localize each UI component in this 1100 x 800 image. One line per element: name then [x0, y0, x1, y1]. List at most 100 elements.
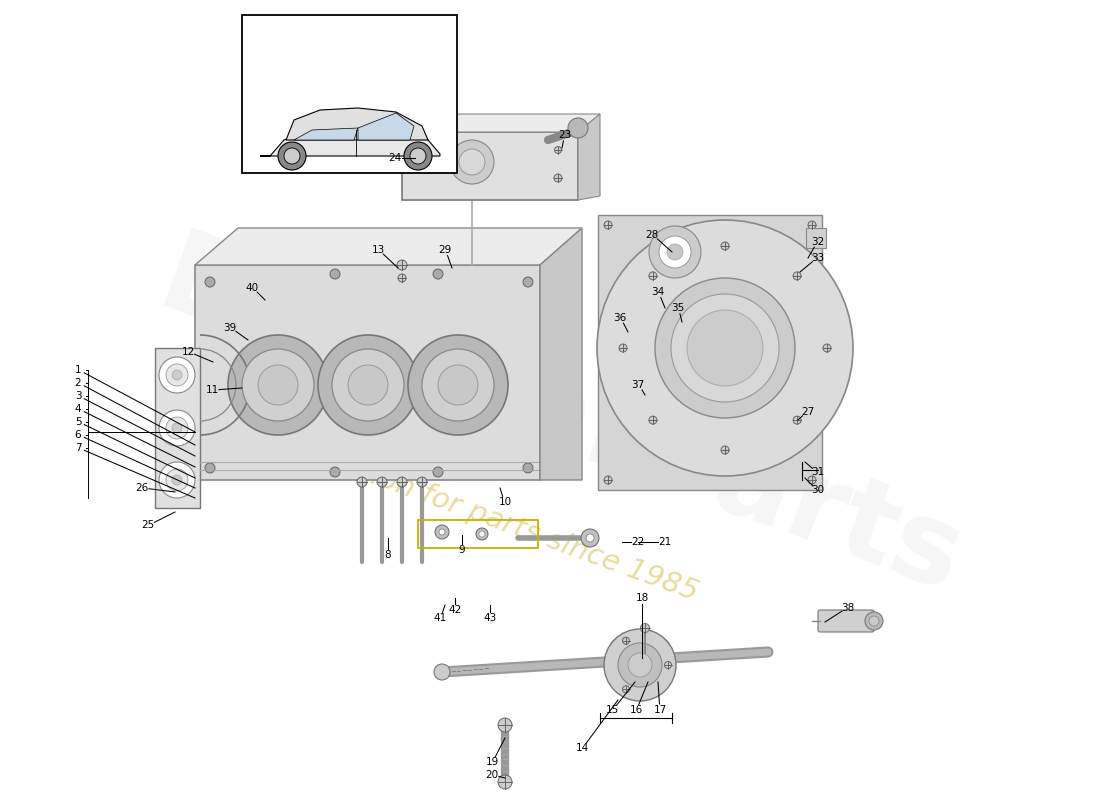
Circle shape: [618, 643, 662, 687]
Polygon shape: [402, 132, 578, 200]
Circle shape: [278, 142, 306, 170]
Polygon shape: [540, 228, 582, 480]
Circle shape: [205, 463, 214, 473]
Circle shape: [318, 335, 418, 435]
Text: 1: 1: [75, 365, 81, 375]
Text: 13: 13: [372, 245, 385, 255]
Text: 8: 8: [385, 550, 392, 560]
Polygon shape: [402, 114, 600, 132]
Circle shape: [720, 446, 729, 454]
Circle shape: [628, 653, 652, 677]
Circle shape: [330, 467, 340, 477]
Circle shape: [649, 226, 701, 278]
Text: 12: 12: [182, 347, 195, 357]
Text: 5: 5: [75, 417, 81, 427]
Circle shape: [172, 475, 182, 485]
Circle shape: [459, 149, 485, 175]
Text: EuroCarParts: EuroCarParts: [143, 223, 977, 617]
Circle shape: [808, 221, 816, 229]
Text: 42: 42: [449, 605, 462, 615]
Circle shape: [404, 142, 432, 170]
Circle shape: [439, 529, 446, 535]
Circle shape: [408, 335, 508, 435]
Text: 31: 31: [812, 467, 825, 477]
Text: 4: 4: [75, 404, 81, 414]
Circle shape: [667, 244, 683, 260]
Circle shape: [476, 528, 488, 540]
Text: 36: 36: [614, 313, 627, 323]
Bar: [806, 228, 826, 248]
Text: 15: 15: [605, 705, 618, 715]
Circle shape: [397, 477, 407, 487]
Text: 2: 2: [75, 378, 81, 388]
Circle shape: [411, 146, 419, 154]
Circle shape: [348, 365, 388, 405]
Circle shape: [258, 365, 298, 405]
Circle shape: [377, 477, 387, 487]
Circle shape: [166, 417, 188, 439]
Circle shape: [205, 277, 214, 287]
Polygon shape: [155, 348, 200, 508]
Text: 41: 41: [433, 613, 447, 623]
Circle shape: [330, 269, 340, 279]
Text: 21: 21: [659, 537, 672, 547]
Circle shape: [623, 686, 629, 693]
Circle shape: [688, 310, 763, 386]
Text: 30: 30: [812, 485, 825, 495]
Text: 18: 18: [636, 593, 649, 603]
Text: 3: 3: [75, 391, 81, 401]
Text: 40: 40: [245, 283, 258, 293]
Text: a passion for parts since 1985: a passion for parts since 1985: [278, 430, 702, 606]
Polygon shape: [358, 113, 414, 140]
Circle shape: [586, 534, 594, 542]
Circle shape: [604, 629, 676, 701]
Text: 34: 34: [651, 287, 664, 297]
Circle shape: [434, 664, 450, 680]
Bar: [418, 520, 538, 548]
Circle shape: [554, 146, 561, 154]
Text: 29: 29: [439, 245, 452, 255]
Circle shape: [228, 335, 328, 435]
Text: 22: 22: [631, 537, 645, 547]
Circle shape: [433, 467, 443, 477]
Circle shape: [434, 525, 449, 539]
Circle shape: [619, 344, 627, 352]
Circle shape: [597, 220, 852, 476]
Polygon shape: [598, 215, 822, 490]
Circle shape: [410, 148, 426, 164]
Text: 20: 20: [485, 770, 498, 780]
Text: 7: 7: [75, 443, 81, 453]
Text: 35: 35: [671, 303, 684, 313]
Text: 32: 32: [812, 237, 825, 247]
Circle shape: [808, 476, 816, 484]
Circle shape: [604, 221, 612, 229]
Circle shape: [284, 148, 300, 164]
Text: 9: 9: [459, 545, 465, 555]
Text: 23: 23: [559, 130, 572, 140]
Circle shape: [422, 349, 494, 421]
Circle shape: [649, 272, 657, 280]
Text: 39: 39: [223, 323, 236, 333]
Circle shape: [160, 462, 195, 498]
FancyBboxPatch shape: [818, 610, 874, 632]
Circle shape: [720, 242, 729, 250]
Text: 19: 19: [485, 757, 498, 767]
Polygon shape: [294, 128, 358, 140]
Circle shape: [332, 349, 404, 421]
Circle shape: [438, 365, 478, 405]
Circle shape: [865, 612, 883, 630]
Text: 16: 16: [629, 705, 642, 715]
Circle shape: [581, 529, 600, 547]
Circle shape: [417, 477, 427, 487]
Circle shape: [568, 118, 588, 138]
Text: 14: 14: [575, 743, 589, 753]
Circle shape: [659, 236, 691, 268]
Circle shape: [654, 278, 795, 418]
Circle shape: [160, 357, 195, 393]
Circle shape: [554, 174, 562, 182]
Circle shape: [522, 277, 534, 287]
Circle shape: [358, 477, 367, 487]
Text: 43: 43: [483, 613, 496, 623]
Text: 33: 33: [812, 253, 825, 263]
Circle shape: [398, 274, 406, 282]
